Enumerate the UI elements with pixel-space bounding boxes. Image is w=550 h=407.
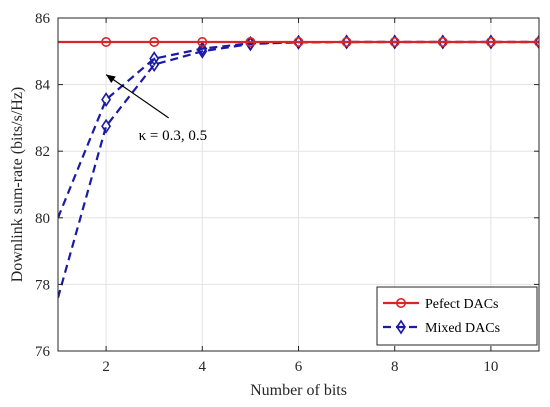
x-tick-label: 10 [483, 359, 498, 375]
annotation-label: κ = 0.3, 0.5 [139, 128, 208, 144]
legend: Pefect DACs Mixed DACs [376, 286, 538, 346]
diamond-marker [341, 34, 352, 50]
diamond-marker [293, 34, 304, 50]
legend-label: Pefect DACs [425, 297, 499, 312]
diamond-marker [534, 34, 539, 50]
y-tick-label: 80 [35, 211, 50, 227]
x-tick-label: 6 [295, 359, 303, 375]
legend-entry-1: Mixed DACs [383, 319, 500, 336]
legend-entry-0: Pefect DACs [383, 297, 499, 312]
annotation-arrow-head [106, 74, 116, 84]
circle-marker [245, 36, 256, 47]
y-tick-label: 86 [35, 11, 51, 27]
x-axis-ticks: 2 4 6 8 10 [102, 18, 498, 375]
circle-marker [341, 36, 352, 47]
y-tick-label: 84 [35, 78, 51, 94]
circle-marker [197, 36, 208, 47]
y-tick-label: 82 [35, 144, 50, 160]
circle-marker [149, 36, 160, 47]
grid-lines [58, 18, 539, 351]
x-axis-label: Number of bits [250, 382, 347, 399]
series-0 [58, 36, 539, 47]
circle-marker [293, 36, 304, 47]
y-axis-ticks: 76 78 80 82 84 86 [35, 11, 539, 360]
diamond-marker [197, 41, 208, 57]
legend-box [376, 286, 538, 346]
annotation-arrow-line [105, 74, 169, 119]
x-tick-label: 8 [391, 359, 399, 375]
diamond-marker [485, 34, 496, 50]
diamond-marker [437, 34, 448, 50]
diamond-marker [396, 319, 406, 335]
diamond-marker [149, 51, 160, 67]
circle-marker [437, 36, 448, 47]
y-tick-label: 78 [35, 277, 50, 293]
diamond-marker [101, 92, 112, 108]
diamond-marker [389, 34, 400, 50]
kappa-annotation: κ = 0.3, 0.5 [105, 74, 208, 144]
circle-marker [485, 36, 496, 47]
y-tick-label: 76 [35, 344, 51, 360]
series-layer [58, 34, 539, 299]
legend-label: Mixed DACs [425, 321, 500, 336]
x-tick-label: 2 [102, 359, 110, 375]
diamond-marker [197, 43, 208, 59]
diamond-marker [101, 118, 112, 134]
x-tick-label: 4 [199, 359, 207, 375]
circle-marker [395, 297, 406, 308]
y-axis-label: Downlink sum-rate (bits/s/Hz) [9, 87, 26, 283]
circle-marker [101, 36, 112, 47]
circle-marker [389, 36, 400, 47]
diamond-marker [149, 57, 160, 73]
